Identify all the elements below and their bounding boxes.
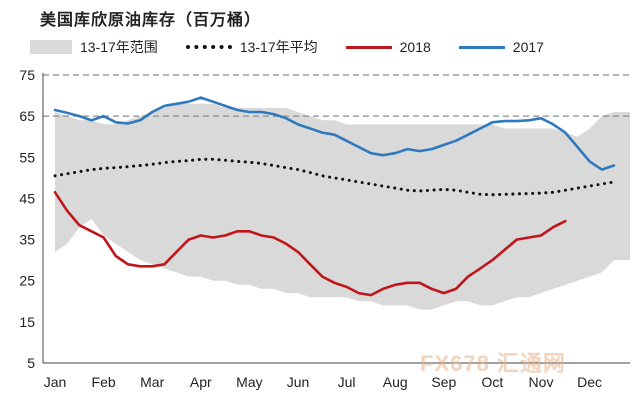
legend-swatch-2018 bbox=[345, 45, 392, 49]
legend-label-range: 13-17年范围 bbox=[80, 39, 158, 55]
x-tick-label: Sep bbox=[431, 374, 456, 390]
legend-entry-range: 13-17年范围 bbox=[30, 37, 158, 57]
y-tick-label: 45 bbox=[19, 190, 35, 206]
x-tick-label: Jun bbox=[287, 374, 310, 390]
legend-entry-2017: 2017 bbox=[458, 39, 544, 55]
y-tick-label: 35 bbox=[19, 232, 35, 248]
series-2017-line bbox=[53, 96, 616, 171]
legend-entry-2018: 2018 bbox=[345, 39, 431, 55]
x-tick-label: Mar bbox=[140, 374, 164, 390]
legend-swatch-2017 bbox=[458, 45, 505, 49]
chart-title: 美国库欣原油库存（百万桶） bbox=[40, 12, 262, 29]
y-tick-label: 75 bbox=[19, 67, 35, 83]
legend-entry-average: 13-17年平均 bbox=[185, 37, 318, 57]
y-tick-label: 5 bbox=[27, 355, 35, 371]
legend-swatch-average bbox=[185, 45, 232, 49]
x-tick-label: Jan bbox=[44, 374, 67, 390]
y-tick-label: 25 bbox=[19, 273, 35, 289]
chart-legend: 13-17年范围 13-17年平均 2018 2017 bbox=[30, 38, 572, 56]
series-average-line bbox=[53, 157, 616, 197]
x-tick-label: Feb bbox=[92, 374, 116, 390]
watermark: FX678 汇通网 bbox=[420, 351, 566, 376]
y-tick-label: 65 bbox=[19, 108, 35, 124]
x-tick-label: Apr bbox=[190, 374, 212, 390]
legend-label-2017: 2017 bbox=[512, 39, 544, 55]
x-tick-label: Dec bbox=[577, 374, 602, 390]
legend-label-average: 13-17年平均 bbox=[239, 39, 318, 55]
legend-swatch-range bbox=[30, 40, 72, 54]
y-tick-label: 55 bbox=[19, 149, 35, 165]
x-tick-label: Oct bbox=[482, 374, 504, 390]
x-tick-label: May bbox=[236, 374, 262, 390]
series-2018-line bbox=[53, 191, 567, 297]
x-tick-label: Jul bbox=[338, 374, 356, 390]
x-tick-label: Aug bbox=[383, 374, 408, 390]
legend-label-2018: 2018 bbox=[399, 39, 431, 55]
x-tick-label: Nov bbox=[529, 374, 554, 390]
series-range-band bbox=[55, 103, 630, 310]
y-tick-label: 15 bbox=[19, 314, 35, 330]
